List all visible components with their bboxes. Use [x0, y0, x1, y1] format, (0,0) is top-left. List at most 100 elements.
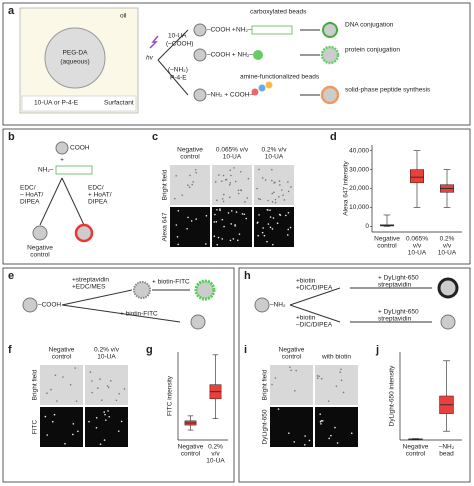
particle — [190, 220, 193, 222]
x-tick-label: 10-UA — [206, 458, 225, 465]
reagent: –NH₂ — [270, 302, 286, 309]
particle — [277, 408, 280, 410]
particle — [239, 170, 242, 173]
condition: + biotin-FITC — [120, 311, 158, 318]
particle — [54, 374, 57, 377]
particle — [271, 168, 273, 171]
particle — [304, 435, 306, 437]
condition: +streptavidin+EDC/MES — [72, 277, 109, 291]
x-tick-label: v/v — [443, 243, 452, 250]
arrow — [61, 304, 181, 323]
bead-icon — [22, 297, 38, 313]
particle — [287, 211, 290, 214]
particle — [194, 168, 197, 171]
micrograph — [315, 407, 358, 447]
micrograph — [315, 365, 358, 405]
condition: DIPEA — [20, 199, 40, 206]
x-tick-label: control — [377, 243, 397, 250]
panel-label: a — [8, 5, 15, 17]
particle — [176, 236, 179, 238]
legend-text: 10-UA or P-4-E — [34, 100, 79, 107]
particle — [88, 420, 90, 423]
particle — [262, 227, 265, 229]
particle — [320, 423, 322, 425]
particle — [69, 383, 72, 386]
outcome: DNA conjugation — [345, 22, 394, 29]
particle — [105, 419, 107, 421]
particle — [266, 240, 268, 243]
negative-label: Negative — [27, 245, 53, 252]
particle — [339, 371, 342, 373]
particle — [221, 218, 224, 221]
particle — [103, 439, 106, 441]
particle — [244, 201, 246, 203]
particle — [214, 213, 216, 216]
particle — [75, 400, 78, 402]
particle — [267, 199, 269, 202]
reaction: NH₂– — [236, 27, 252, 34]
arrow — [61, 177, 85, 226]
condition: EDC/– HoAT/DIPEA — [20, 185, 44, 206]
x-tick-label: v/v — [413, 243, 422, 250]
particle — [230, 210, 233, 212]
bead-text: (aqueous) — [60, 59, 89, 66]
legend-box — [21, 95, 137, 112]
frame-a — [2, 2, 471, 126]
panel-label: g — [146, 344, 153, 356]
frame-hij — [238, 267, 471, 483]
reaction: –COOH + — [207, 27, 236, 34]
bead-icon — [193, 88, 207, 102]
particle — [205, 243, 207, 245]
bead-icon — [55, 141, 69, 155]
particle — [293, 441, 296, 443]
particle — [221, 198, 224, 200]
particle — [227, 212, 230, 214]
micrograph — [40, 365, 83, 405]
condition: +biotin+DIC/DIPEA+biotin–DIC/DIPEA+ DyLi… — [296, 275, 419, 329]
bead-icon — [193, 48, 207, 62]
particle — [189, 174, 191, 177]
reagent: (–COOH) — [166, 41, 193, 48]
particle — [186, 228, 188, 230]
particle — [304, 444, 306, 446]
particle — [340, 379, 343, 382]
x-tick-label: control — [181, 451, 201, 458]
particle — [257, 234, 259, 237]
x-tick-label: 10-UA — [438, 250, 457, 257]
condition: EDC/+ HoAT/DIPEA — [88, 185, 112, 206]
particle — [175, 174, 177, 177]
particle — [230, 223, 233, 225]
arrow — [157, 29, 189, 61]
particle — [91, 380, 93, 382]
micrograph — [170, 165, 210, 205]
particle — [213, 221, 216, 223]
particle — [230, 174, 232, 177]
arrow — [61, 289, 133, 306]
particle — [340, 368, 342, 371]
particle — [256, 187, 258, 190]
x-tick-label: Negative — [403, 444, 429, 451]
particle — [274, 201, 277, 204]
particle — [104, 413, 106, 416]
row-label: FITC — [32, 419, 39, 434]
column-label: 0.065% v/v — [216, 147, 249, 154]
x-tick-label: control — [406, 451, 426, 458]
particle — [269, 216, 272, 218]
bead-icon — [320, 45, 340, 65]
reaction: –COOH + NH₂– — [207, 52, 253, 59]
particle — [241, 213, 244, 215]
condition: + biotin-FITC — [152, 279, 190, 286]
particle — [115, 399, 118, 402]
particle — [195, 218, 197, 220]
particle — [269, 226, 272, 229]
particle — [187, 216, 189, 219]
condition: –DIC/DIPEA — [296, 322, 333, 329]
particle — [271, 192, 274, 195]
particle — [219, 209, 221, 212]
micrograph — [270, 365, 313, 405]
bead-icon — [194, 279, 216, 301]
particle — [278, 180, 281, 182]
micrograph — [212, 165, 252, 205]
panel-label: j — [375, 344, 379, 356]
